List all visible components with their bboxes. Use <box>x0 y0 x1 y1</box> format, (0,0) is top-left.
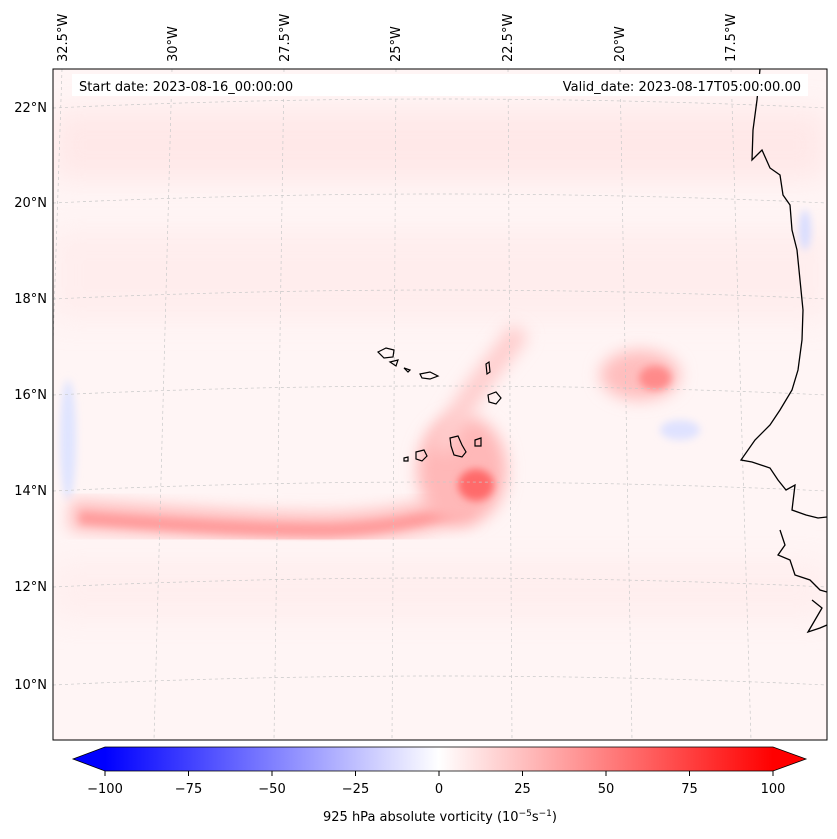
meridian-17-5W <box>730 69 752 740</box>
vorticity-field <box>53 110 827 620</box>
vorticity-spiral-arm <box>429 323 530 455</box>
lon-label-30W: 30°W <box>166 26 181 62</box>
colorbar-tick-label: 100 <box>761 782 786 797</box>
meridian-22-5W <box>507 69 513 740</box>
island-fogo <box>415 449 428 462</box>
island-boa-vista <box>487 391 502 405</box>
colorbar-tick-label: 75 <box>681 782 698 797</box>
lon-label-25W: 25°W <box>389 26 404 62</box>
longitude-labels: 32.5°W 30°W 27.5°W 25°W 22.5°W 20°W 17.5… <box>56 14 739 62</box>
weak-negative-area-coast <box>799 210 811 250</box>
lon-label-32-5W: 32.5°W <box>56 14 71 62</box>
island-sao-nicolau <box>419 371 440 380</box>
cape-verde-islands <box>376 347 502 462</box>
secondary-vorticity-core <box>639 366 671 390</box>
colorbar-gradient <box>105 747 773 771</box>
colorbar: −100 −75 −50 −25 0 25 50 75 100 925 hPa absolute… <box>71 746 808 825</box>
meridian-30W <box>153 69 173 740</box>
colorbar-max-extend <box>773 747 806 771</box>
weak-vorticity-band-mid <box>53 230 827 320</box>
parallel-20N <box>53 193 827 204</box>
island-brava <box>403 456 409 462</box>
lat-label-16N: 16°N <box>14 388 47 403</box>
map-frame <box>52 68 828 741</box>
colorbar-tick-label: −100 <box>87 782 123 797</box>
lon-label-22-5W: 22.5°W <box>501 14 516 62</box>
lat-label-14N: 14°N <box>14 484 47 499</box>
parallel-10N <box>53 675 827 686</box>
lon-label-17-5W: 17.5°W <box>724 14 739 62</box>
weak-vorticity-band-north <box>53 110 827 180</box>
colorbar-min-extend <box>73 747 105 771</box>
island-santo-antao <box>376 347 395 359</box>
parallel-14N <box>53 481 827 492</box>
lat-label-10N: 10°N <box>14 678 47 693</box>
parallel-16N <box>53 385 827 396</box>
meridian-20W <box>619 69 633 740</box>
weak-negative-area-east <box>660 420 700 440</box>
vorticity-max-outer <box>417 415 507 525</box>
zonal-vorticity-band-core <box>79 501 472 537</box>
colorbar-tick-label: 25 <box>514 782 531 797</box>
lon-label-27-5W: 27.5°W <box>278 14 293 62</box>
lat-label-20N: 20°N <box>14 196 47 211</box>
latitude-labels: 22°N 20°N 18°N 16°N 14°N 12°N 10°N <box>14 101 47 693</box>
lat-label-12N: 12°N <box>14 580 47 595</box>
map-gridlines <box>53 69 827 740</box>
island-maio <box>474 437 482 447</box>
meridian-27-5W <box>273 69 285 740</box>
colorbar-tick-label: −75 <box>175 782 202 797</box>
colorbar-tick-label: −50 <box>258 782 285 797</box>
map-background <box>53 69 827 740</box>
vorticity-max-core <box>458 469 494 501</box>
info-bar <box>72 74 808 96</box>
valid-date-label: Valid_date: 2023-08-17T05:00:00.00 <box>563 80 801 95</box>
start-date-label: Start date: 2023-08-16_00:00:00 <box>79 80 293 95</box>
parallel-12N <box>53 577 827 588</box>
meridian-25W <box>391 69 397 740</box>
island-sao-vicente <box>388 359 399 367</box>
parallel-22N <box>53 98 827 109</box>
lat-label-18N: 18°N <box>14 292 47 307</box>
colorbar-tick-label: 0 <box>435 782 443 797</box>
lat-label-22N: 22°N <box>14 101 47 116</box>
weak-vorticity-band-south <box>53 560 827 620</box>
weak-negative-area-west <box>60 380 76 500</box>
colorbar-tick-label: 50 <box>598 782 615 797</box>
parallel-18N <box>53 289 827 300</box>
island-sal <box>485 360 491 376</box>
colorbar-label: 925 hPa absolute vorticity (10−5s−1) <box>323 809 557 825</box>
colorbar-ticks: −100 −75 −50 −25 0 25 50 75 100 <box>87 771 785 797</box>
map-area <box>53 69 827 740</box>
lon-label-20W: 20°W <box>613 26 628 62</box>
colorbar-tick-label: −25 <box>342 782 369 797</box>
west-africa-coastline <box>739 69 827 634</box>
island-santa-luzia <box>403 367 412 373</box>
island-santiago <box>449 435 467 458</box>
